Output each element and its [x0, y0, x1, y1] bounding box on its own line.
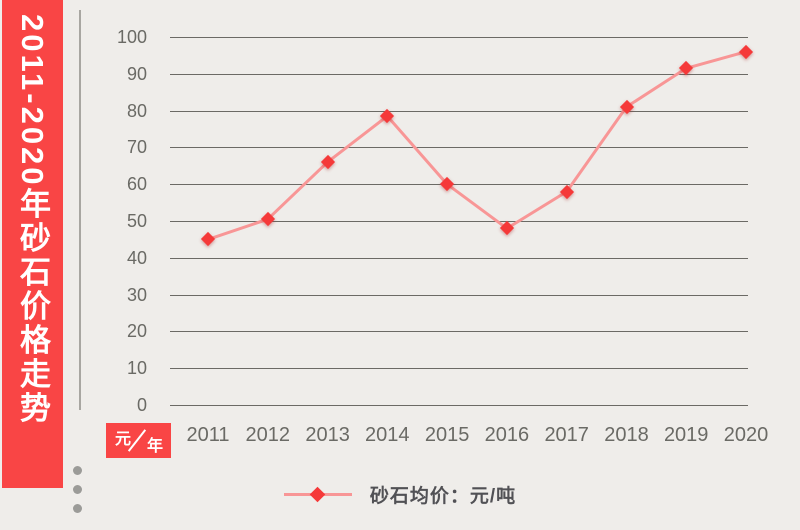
- y-tick-label-30: 30: [126, 284, 147, 305]
- legend-label: 砂石均价：元/吨: [369, 485, 517, 507]
- y-tick-label-20: 20: [126, 321, 147, 342]
- gridline-50: [170, 221, 748, 222]
- y-tick-label-0: 0: [136, 395, 147, 415]
- gridline-100: [170, 37, 748, 38]
- y-unit-label: 元: [115, 431, 132, 448]
- decorative-dots: [73, 466, 82, 513]
- data-point-2015: [440, 177, 455, 192]
- x-tick-label-2017: 2017: [544, 424, 589, 446]
- x-tick-label-2015: 2015: [424, 424, 470, 446]
- x-tick-label-2014: 2014: [365, 424, 410, 446]
- dot-icon: [73, 485, 82, 494]
- y-axis-line: [79, 10, 81, 410]
- axis-unit-badge: 元 年: [106, 423, 171, 458]
- title-banner: 2011-2020年砂石价格走势: [2, 0, 63, 488]
- y-tick-label-10: 10: [126, 358, 147, 379]
- gridline-90: [170, 73, 748, 75]
- data-point-2012: [260, 212, 275, 227]
- gridline-20: [170, 331, 748, 333]
- data-point-2017: [559, 184, 574, 199]
- dot-icon: [73, 504, 82, 513]
- x-tick-label-2013: 2013: [305, 424, 350, 446]
- y-tick-label-80: 80: [126, 100, 147, 121]
- x-tick-label-2019: 2019: [663, 424, 709, 446]
- gridline-40: [170, 257, 748, 259]
- page-title: 2011-2020年砂石价格走势: [15, 14, 50, 426]
- gridline-80: [170, 110, 748, 112]
- data-point-2020: [738, 44, 754, 59]
- y-tick-label-60: 60: [126, 174, 147, 195]
- legend-diamond-icon: [310, 486, 326, 502]
- x-unit-label: 年: [146, 438, 163, 455]
- dot-icon: [73, 466, 82, 475]
- y-tick-label-50: 50: [126, 211, 147, 231]
- y-tick-label-70: 70: [126, 137, 147, 158]
- y-tick-label-100: 100: [116, 27, 147, 47]
- gridline-30: [170, 294, 748, 296]
- x-tick-label-2020: 2020: [723, 424, 769, 446]
- legend: 砂石均价：元/吨: [0, 482, 800, 507]
- x-tick-label-2018: 2018: [604, 424, 649, 446]
- y-tick-label-90: 90: [126, 63, 147, 84]
- gridline-60: [170, 184, 748, 186]
- legend-line-icon: [283, 486, 352, 502]
- gridline-10: [170, 368, 748, 370]
- gridline-0: [170, 405, 748, 406]
- x-tick-label-2012: 2012: [245, 424, 291, 446]
- y-tick-label-40: 40: [126, 247, 147, 268]
- data-point-2013: [320, 155, 335, 170]
- gridline-70: [170, 147, 748, 149]
- data-point-2016: [499, 221, 514, 236]
- x-tick-label-2016: 2016: [484, 424, 530, 446]
- data-point-2011: [200, 232, 216, 247]
- data-point-2018: [619, 99, 634, 114]
- x-tick-label-2011: 2011: [186, 424, 230, 446]
